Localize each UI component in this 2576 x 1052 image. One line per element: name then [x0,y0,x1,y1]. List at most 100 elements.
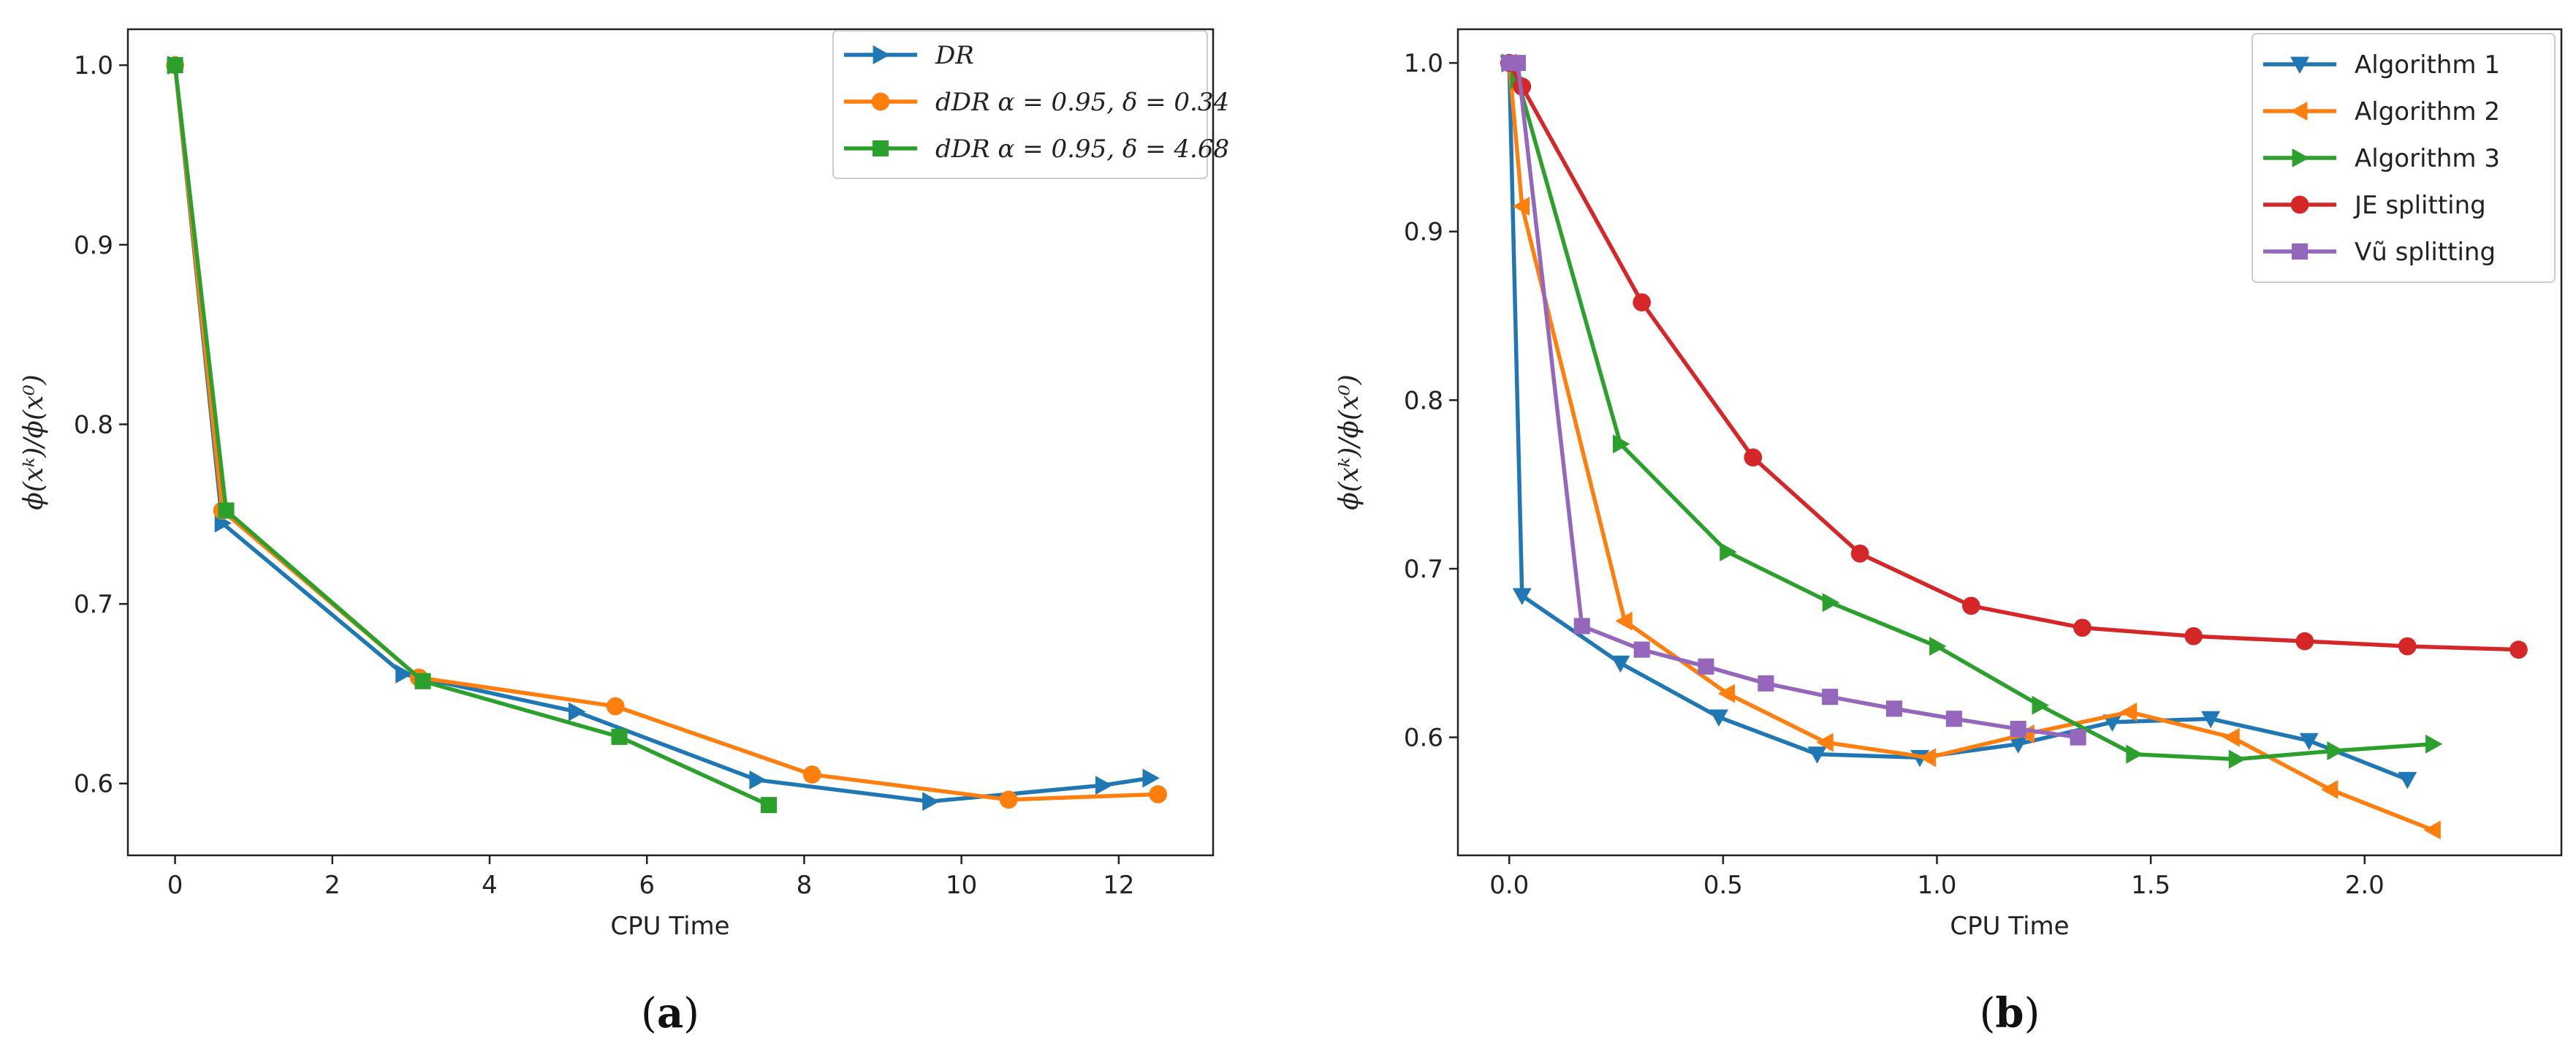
panel-b-y-ticks: 0.6 0.7 0.8 0.9 1.0 [1404,49,1458,753]
data-point [2320,780,2338,800]
panel-a-plot-frame [126,28,1215,857]
data-point [2423,820,2441,840]
data-point [1717,684,1736,703]
legend-entry: Algorithm 3 [2263,144,2500,173]
data-point [1961,597,1980,616]
data-point [1613,434,1630,454]
legend-entry: DR [844,41,974,70]
panel-b-y-axis-label: ϕ(xᵏ)/ϕ(x⁰) [1334,374,1364,510]
data-point [2299,733,2319,751]
series-3 [1501,53,2443,769]
data-point [395,664,413,684]
legend-entry: Algorithm 1 [2263,50,2500,80]
panel-a: 0 2 4 6 8 10 12 0.6 0.7 0.8 0.9 1.0 CPU Time ϕ(xᵏ)… [19,28,1229,1037]
panel-a-y-ticks: 0.6 0.7 0.8 0.9 1.0 [74,51,128,799]
series-5 [1501,55,2086,746]
data-point [1945,711,1962,727]
y-tick-label: 0.6 [74,770,113,799]
data-point [2327,741,2344,761]
data-point [760,797,778,814]
legend-label: Algorithm 3 [2355,144,2500,173]
data-point [2010,720,2026,738]
series-line [172,63,1152,804]
x-tick-label: 6 [639,871,655,900]
data-point [606,697,625,716]
y-tick-label: 0.7 [1404,555,1443,584]
data-point [922,792,940,811]
x-tick-label: 0.5 [1703,871,1743,900]
x-tick-label: 1.0 [1917,871,1956,900]
legend-marker [873,45,890,64]
data-point [1509,55,1526,72]
data-point [1709,709,1729,727]
legend-label: Vũ splitting [2355,238,2496,267]
x-tick-label: 4 [482,871,498,900]
data-point [1512,588,1532,605]
data-point [2425,734,2443,754]
legend-label: Algorithm 1 [2355,50,2500,80]
legend-marker [2290,195,2309,214]
panel-b-caption: (b) [1980,989,2040,1037]
data-point [2184,627,2203,646]
data-point [1633,641,1650,658]
data-point [2222,727,2240,747]
legend-marker [2290,56,2309,74]
y-tick-label: 0.8 [1404,386,1443,415]
panel-b-plot-frame [1456,28,2563,857]
data-point [1918,748,1937,768]
data-point [1850,544,1869,563]
legend-marker [871,92,890,111]
data-point [2126,744,2143,764]
panel-a-series [166,56,1168,814]
data-point [2073,618,2091,637]
series-line [172,63,771,807]
legend-entry: Algorithm 2 [2263,97,2500,126]
panel-b-series [1500,53,2528,840]
data-point [1698,658,1714,675]
panel-a-legend: DR dDR α = 0.95, δ = 0.34 dDR α = 0.95, δ … [832,30,1229,179]
legend-entry: JE splitting [2263,191,2486,220]
x-tick-label: 8 [797,871,813,900]
data-point [2509,640,2528,659]
data-point [2201,711,2221,729]
series-3 [167,57,778,814]
legend-label: dDR α = 0.95, δ = 0.34 [935,88,1229,117]
panel-a-legend-box [832,30,1208,179]
data-point [1720,542,1737,561]
x-tick-label: 12 [1103,871,1134,900]
legend-label: Algorithm 2 [2355,97,2500,126]
panel-b: 0.0 0.5 1.0 1.5 2.0 0.6 0.7 0.8 0.9 1.0 CPU Time… [1334,28,2563,1037]
data-point [1615,611,1633,631]
data-point [802,765,821,784]
data-point [1885,700,1903,717]
data-point [1149,785,1168,803]
data-point [1095,776,1113,795]
data-point [1816,733,1834,752]
data-point [568,702,586,722]
data-point [1822,689,1839,705]
x-tick-label: 10 [946,871,977,900]
x-tick-label: 0.0 [1489,871,1529,900]
legend-marker [2291,243,2309,260]
x-tick-label: 1.5 [2131,871,2170,900]
legend-label: DR [935,41,974,70]
legend-entry: dDR α = 0.95, δ = 0.34 [844,88,1229,117]
data-point [611,728,628,745]
panel-a-x-ticks: 0 2 4 6 8 10 12 [167,855,1135,900]
series-1 [167,56,1160,811]
data-point [2070,729,2086,746]
panel-a-caption: (a) [641,989,699,1037]
legend-label: dDR α = 0.95, δ = 4.68 [935,135,1229,164]
y-tick-label: 1.0 [1404,49,1443,78]
data-point [749,770,767,790]
legend-entry: Vũ splitting [2263,238,2496,267]
data-point [2295,632,2314,651]
data-point [2102,714,2122,732]
legend-marker [2292,148,2309,167]
data-point [1929,637,1947,656]
y-tick-label: 0.6 [1404,724,1443,753]
panel-a-x-axis-label: CPU Time [610,912,729,941]
panel-b-x-axis-label: CPU Time [1950,912,2069,941]
y-tick-label: 0.9 [74,231,113,260]
